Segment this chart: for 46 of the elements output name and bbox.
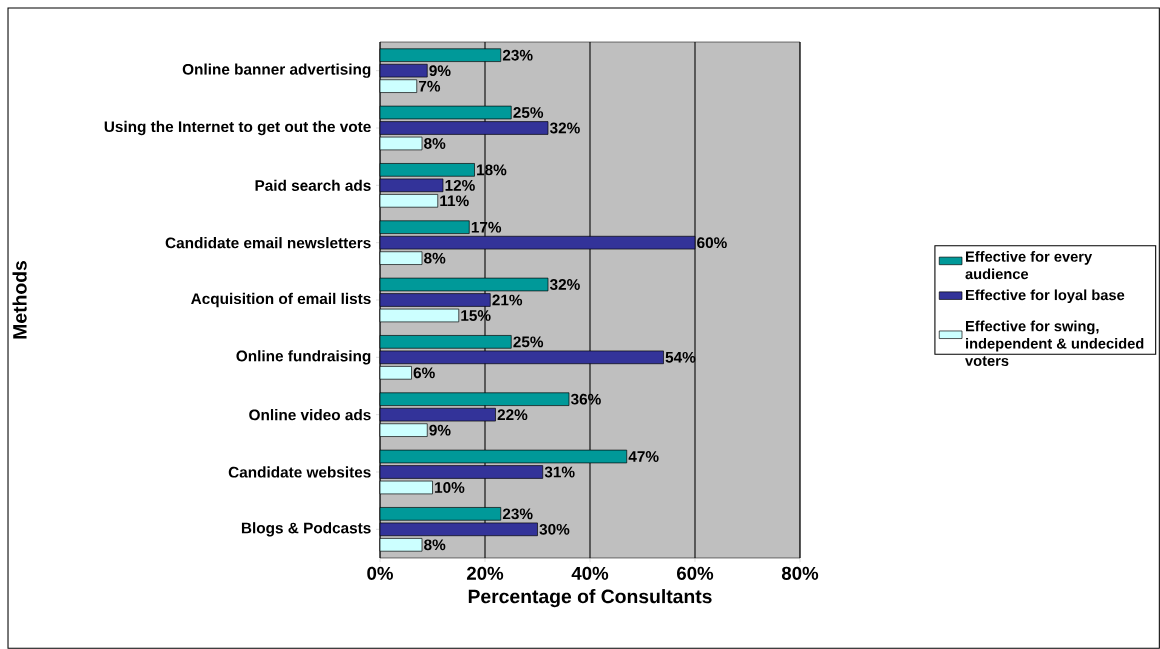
data-label: 11% [440, 195, 469, 207]
data-label: 25% [513, 336, 544, 348]
x-tick-label: 60% [677, 566, 714, 580]
data-label: 7% [419, 80, 441, 92]
data-label: 9% [429, 424, 451, 436]
data-label: 22% [497, 409, 528, 421]
data-label: 18% [477, 164, 507, 176]
x-axis-title: Percentage of Consultants [468, 589, 712, 608]
legend-label: Effective for swing, independent & undecided voters [965, 320, 1144, 367]
x-tick-label: 20% [466, 566, 504, 580]
data-label: 23% [502, 49, 533, 61]
data-label: 54% [665, 351, 696, 363]
x-tick-label: 40% [571, 566, 609, 580]
data-label: 17% [471, 221, 502, 233]
x-tick-label: 0% [367, 566, 393, 580]
y-tick-label: Blogs & Podcasts [241, 522, 371, 537]
data-label: 36% [570, 393, 601, 405]
y-axis-title: Methods [12, 261, 27, 339]
data-label: 32% [549, 279, 580, 290]
data-label: 8% [424, 138, 446, 149]
data-label: 47% [628, 451, 659, 462]
legend-label: Effective for every audience [965, 251, 1093, 280]
data-label: 31% [544, 466, 575, 478]
data-label: 21% [492, 294, 523, 306]
data-label: 9% [429, 65, 451, 77]
x-tick-label: 80% [781, 566, 819, 580]
data-label: 30% [539, 523, 570, 535]
data-label: 60% [697, 237, 727, 249]
y-tick-label: Online banner advertising [182, 63, 371, 78]
data-label: 12% [445, 179, 475, 191]
data-label: 8% [424, 252, 446, 264]
data-label: 15% [461, 310, 491, 321]
data-label: 10% [435, 482, 465, 493]
data-label: 6% [413, 367, 435, 379]
y-tick-label: Candidate websites [228, 466, 371, 478]
y-tick-label: Online fundraising [236, 350, 371, 365]
legend-label: Effective for loyal base [966, 289, 1125, 304]
y-tick-label: Paid search ads [255, 179, 371, 191]
data-label: 8% [424, 539, 446, 551]
data-label: 25% [513, 107, 544, 118]
y-tick-label: Candidate email newsletters [165, 237, 371, 249]
y-tick-label: Using the Internet to get out the vote [104, 120, 371, 136]
data-label: 23% [502, 508, 533, 520]
y-tick-label: Acquisition of email lists [191, 292, 371, 308]
data-label: 32% [549, 122, 580, 134]
y-tick-label: Online video ads [249, 409, 371, 421]
